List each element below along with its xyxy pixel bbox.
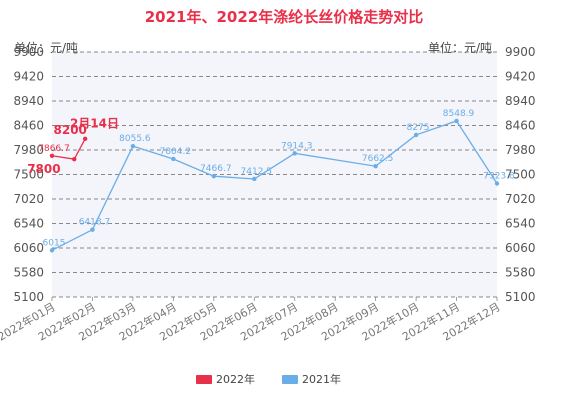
- y-tick-label-left: 7980: [13, 143, 44, 157]
- data-label: 7323.8: [483, 171, 515, 181]
- data-point: [292, 151, 297, 156]
- data-point: [211, 173, 217, 179]
- data-point: [82, 136, 88, 141]
- data-label: 7466.7: [200, 164, 232, 174]
- data-point: [49, 153, 55, 158]
- data-point: [252, 176, 257, 182]
- chart-title: 2021年、2022年涤纶长丝价格走势对比: [145, 8, 424, 26]
- y-tick-label-left: 7500: [13, 168, 44, 182]
- y-tick-label-left: 8940: [13, 94, 44, 108]
- legend-swatch: [282, 375, 298, 384]
- data-point: [171, 156, 176, 162]
- data-point: [373, 164, 378, 169]
- data-label: 7866.7: [38, 144, 70, 154]
- data-label: 8055.6: [119, 134, 151, 144]
- plot-area: [52, 52, 497, 297]
- data-label: 7914.3: [281, 141, 313, 151]
- y-tick-label-right: 6540: [505, 217, 536, 231]
- data-point: [454, 118, 459, 124]
- y-tick-label-left: 6540: [13, 217, 44, 231]
- data-label: 8548.9: [443, 109, 475, 119]
- data-label: 7412.5: [241, 167, 273, 177]
- y-tick-label-right: 9900: [505, 45, 536, 59]
- y-tick-label-right: 6060: [505, 241, 536, 255]
- data-label: 8275: [407, 123, 430, 133]
- data-point: [49, 248, 55, 253]
- y-tick-label-right: 8940: [505, 94, 536, 108]
- legend-label: 2021年: [302, 372, 341, 386]
- data-point: [90, 227, 95, 232]
- y-tick-label-right: 7980: [505, 143, 536, 157]
- y-tick-label-left: 9420: [13, 70, 44, 84]
- data-label: 6015: [43, 238, 66, 248]
- y-tick-label-left: 5580: [13, 266, 44, 280]
- annotation-label: 8200: [54, 123, 87, 137]
- data-point: [413, 132, 419, 138]
- y-tick-label-right: 5580: [505, 266, 536, 280]
- y-tick-label-right: 8460: [505, 119, 536, 133]
- y-tick-label-left: 5100: [13, 290, 44, 304]
- y-tick-label-right: 5100: [505, 290, 536, 304]
- y-tick-label-left: 8460: [13, 119, 44, 133]
- data-point: [494, 181, 500, 186]
- y-tick-label-right: 7020: [505, 192, 536, 206]
- data-point: [72, 156, 77, 162]
- y-tick-label-left: 9900: [13, 45, 44, 59]
- data-label: 7804.2: [160, 147, 192, 157]
- unit-label-right: 单位：元/吨: [428, 40, 492, 55]
- legend-label: 2022年: [216, 372, 255, 386]
- y-tick-label-left: 7020: [13, 192, 44, 206]
- y-tick-label-right: 7500: [505, 168, 536, 182]
- data-label: 7662.5: [362, 154, 394, 164]
- legend-swatch: [196, 375, 212, 384]
- annotation-label: 7800: [27, 162, 60, 176]
- y-tick-label-right: 9420: [505, 70, 536, 84]
- annotation-label: 2月14日: [70, 117, 119, 131]
- data-label: 6418.7: [79, 218, 111, 228]
- y-tick-label-left: 6060: [13, 241, 44, 255]
- unit-label-left: 单位：元/吨: [14, 40, 78, 55]
- data-point: [130, 143, 136, 149]
